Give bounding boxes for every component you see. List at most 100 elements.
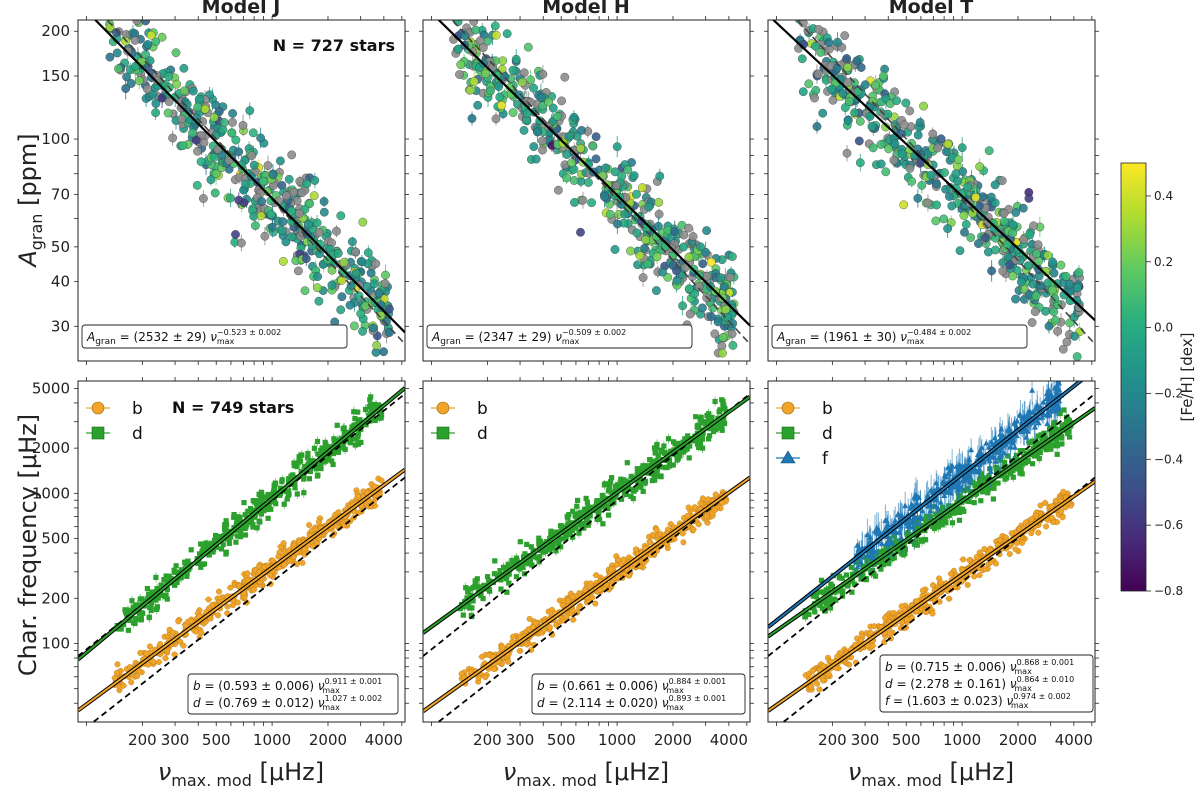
star-point-no-metallicity xyxy=(1074,303,1084,312)
point-d xyxy=(116,626,122,632)
point-d xyxy=(246,519,252,525)
point-d xyxy=(138,616,144,622)
star-point xyxy=(854,136,864,146)
point-d xyxy=(565,530,571,536)
point-d xyxy=(259,489,265,495)
star-point xyxy=(696,242,705,252)
star-point xyxy=(954,155,963,165)
star-point xyxy=(382,317,391,326)
point-d xyxy=(329,458,335,464)
point-d xyxy=(224,522,230,528)
star-point xyxy=(824,38,834,47)
star-point xyxy=(658,267,667,277)
star-point xyxy=(652,252,662,262)
star-point xyxy=(600,192,609,202)
point-b xyxy=(316,519,322,525)
star-point xyxy=(300,286,310,296)
point-d xyxy=(721,403,727,410)
star-point xyxy=(1044,321,1054,331)
star-point xyxy=(797,54,807,64)
point-d xyxy=(158,582,164,588)
star-point xyxy=(266,210,276,219)
star-point-no-metallicity xyxy=(923,198,933,208)
star-point xyxy=(471,25,481,35)
point-d xyxy=(480,596,486,602)
star-point xyxy=(644,202,654,212)
point-d xyxy=(337,442,343,448)
star-point xyxy=(121,84,131,93)
point-d xyxy=(467,605,473,611)
point-d xyxy=(509,557,515,564)
point-d xyxy=(296,459,302,465)
point-d xyxy=(608,479,614,485)
star-point xyxy=(544,97,553,107)
point-d xyxy=(148,603,154,609)
star-point xyxy=(957,143,967,153)
point-d xyxy=(550,545,556,551)
point-d xyxy=(675,456,681,462)
fit-line-agran xyxy=(93,20,405,334)
point-d xyxy=(520,564,526,570)
star-point xyxy=(234,147,244,157)
star-point xyxy=(633,260,642,270)
star-point xyxy=(679,242,688,252)
star-point xyxy=(986,192,996,202)
star-point xyxy=(811,41,820,51)
point-d xyxy=(334,422,340,428)
point-d xyxy=(603,503,609,509)
point-d xyxy=(664,464,670,470)
point-d xyxy=(370,403,376,409)
point-b xyxy=(685,504,692,511)
point-d xyxy=(213,544,219,550)
point-d xyxy=(665,436,672,442)
point-d xyxy=(658,474,664,480)
point-d xyxy=(640,488,646,494)
point-d xyxy=(134,616,140,622)
star-point-no-metallicity xyxy=(997,176,1007,186)
point-d xyxy=(536,541,542,547)
star-point-no-metallicity xyxy=(238,121,248,130)
point-b xyxy=(198,629,205,636)
star-point xyxy=(641,235,650,245)
star-point xyxy=(257,197,266,206)
point-d xyxy=(379,412,385,418)
point-b xyxy=(354,493,361,500)
star-point xyxy=(209,113,219,122)
point-d xyxy=(284,496,290,502)
point-d xyxy=(556,542,562,548)
star-point xyxy=(605,209,615,219)
star-point xyxy=(591,132,601,142)
point-d xyxy=(666,463,673,469)
star-point xyxy=(151,37,161,47)
star-point-no-metallicity xyxy=(380,279,390,288)
star-point xyxy=(200,104,210,114)
star-point xyxy=(1017,277,1026,287)
point-d xyxy=(542,549,549,555)
star-point xyxy=(179,86,189,96)
star-point xyxy=(951,169,961,179)
point-d xyxy=(695,443,702,449)
point-d xyxy=(601,504,607,510)
point-d xyxy=(605,488,611,494)
point-d xyxy=(463,585,469,591)
point-b xyxy=(215,612,221,619)
point-d xyxy=(223,551,229,557)
point-b xyxy=(162,655,169,662)
star-point xyxy=(231,230,240,239)
point-d xyxy=(506,580,512,586)
point-b xyxy=(576,604,583,611)
star-point-no-metallicity xyxy=(1011,255,1021,265)
star-point xyxy=(913,130,923,140)
point-b xyxy=(1035,529,1042,536)
point-d xyxy=(234,522,240,528)
point-d xyxy=(478,593,484,599)
star-point xyxy=(450,6,458,14)
point-b xyxy=(205,596,212,603)
star-point-no-metallicity xyxy=(814,25,824,34)
star-point-no-metallicity xyxy=(297,188,307,198)
star-point xyxy=(312,218,322,228)
star-point xyxy=(867,122,877,131)
point-b xyxy=(593,572,600,579)
point-d xyxy=(164,596,170,602)
star-point-no-metallicity xyxy=(813,69,823,79)
